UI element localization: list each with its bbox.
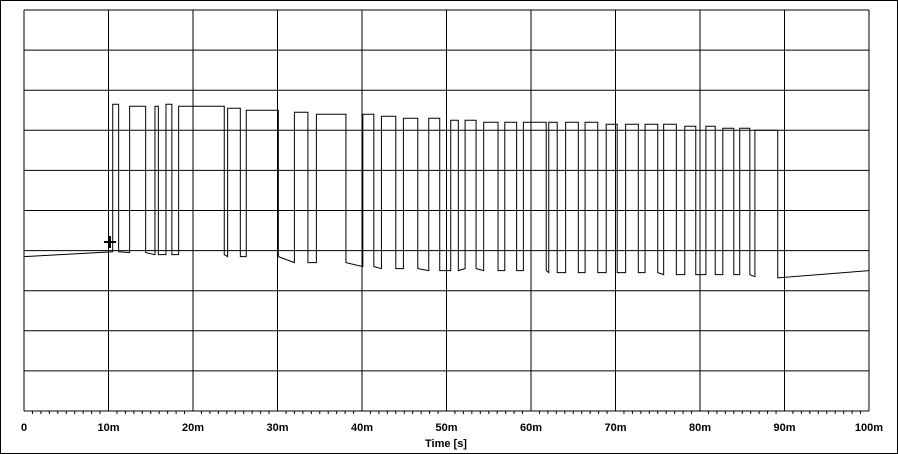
x-axis-label: Time [s] — [425, 438, 467, 450]
cursor — [104, 236, 116, 248]
x-tick-label: 0 — [21, 422, 27, 434]
x-tick-label: 20m — [182, 422, 204, 434]
x-tick-label: 90m — [773, 422, 795, 434]
x-tick-label: 80m — [689, 422, 711, 434]
x-tick-label: 60m — [520, 422, 542, 434]
x-tick-label: 50m — [435, 422, 457, 434]
x-tick-label: 10m — [97, 422, 119, 434]
x-tick-label: 30m — [266, 422, 288, 434]
x-tick-label: 70m — [604, 422, 626, 434]
x-tick-label: 40m — [351, 422, 373, 434]
signal-line — [23, 103, 870, 279]
x-tick-label: 100m — [855, 422, 883, 434]
